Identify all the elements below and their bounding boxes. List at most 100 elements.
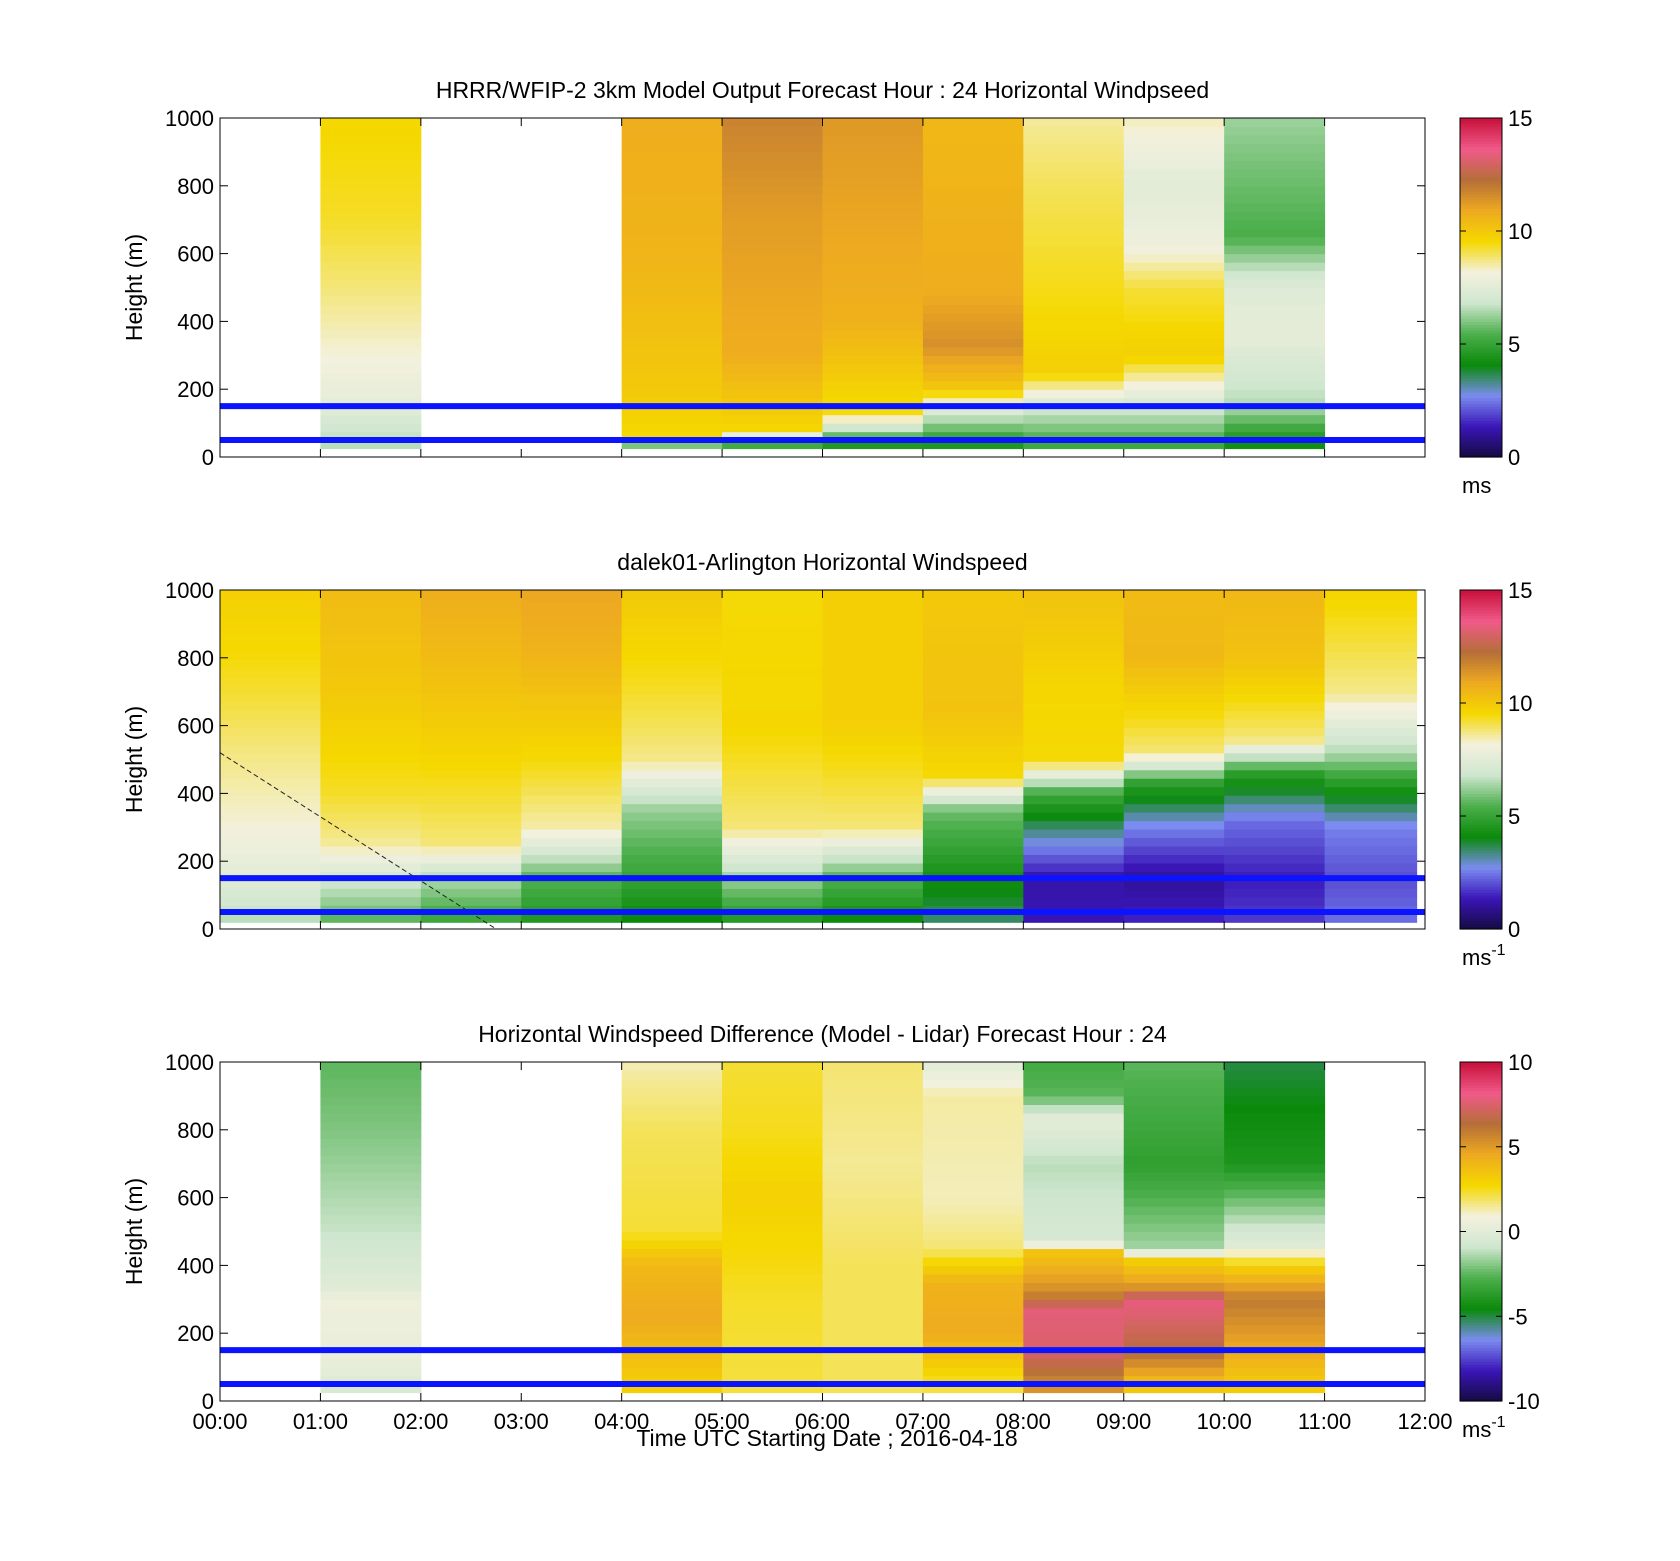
heatmap-cell (822, 1189, 924, 1199)
colorbar-cell (1460, 1220, 1502, 1224)
heatmap-cell (822, 134, 924, 145)
heatmap-cell (521, 862, 623, 872)
heatmap-cell (822, 634, 924, 644)
colorbar-cell (1460, 604, 1502, 608)
heatmap-cell (1224, 1197, 1326, 1207)
heatmap-cell (722, 1248, 823, 1258)
heatmap-cell (722, 913, 823, 923)
heatmap-cell (621, 262, 723, 272)
heatmap-column (621, 1062, 723, 1394)
heatmap-cell (722, 262, 823, 272)
heatmap-cell (722, 752, 823, 762)
heatmap-cell (1224, 1384, 1326, 1394)
heatmap-cell (420, 591, 522, 601)
heatmap-cell (1123, 710, 1225, 720)
heatmap-cell (822, 423, 924, 433)
heatmap-cell (320, 761, 422, 771)
heatmap-cell (722, 202, 823, 212)
heatmap-cell (220, 659, 321, 669)
colorbar-cell (1460, 590, 1502, 594)
heatmap-cell (320, 151, 422, 161)
heatmap-cell (922, 1367, 1024, 1377)
heatmap-cell (922, 1129, 1024, 1139)
heatmap-cell (722, 667, 823, 678)
heatmap-cell (1224, 803, 1326, 813)
heatmap-cell (922, 625, 1024, 635)
heatmap-cell (1123, 1138, 1225, 1148)
heatmap-cell (1224, 423, 1326, 433)
colorbar-cell (1460, 188, 1502, 193)
heatmap-cell (922, 600, 1024, 610)
heatmap-cell (922, 194, 1024, 204)
heatmap-cell (1224, 262, 1326, 272)
heatmap-cell (420, 761, 522, 771)
heatmap-cell (922, 1350, 1024, 1360)
colorbar-cell (1460, 745, 1502, 749)
heatmap-cell (1224, 617, 1326, 627)
heatmap-cell (1023, 727, 1125, 737)
heatmap-cell (320, 245, 422, 255)
heatmap-cell (1324, 761, 1418, 771)
heatmap-cell (722, 634, 823, 644)
heatmap-cell (722, 845, 823, 856)
colorbar-cell (1460, 1319, 1502, 1323)
heatmap-cell (922, 1172, 1024, 1182)
heatmap-cell (1324, 676, 1418, 686)
heatmap-cell (1224, 1316, 1326, 1326)
colorbar-cell (1460, 889, 1502, 893)
colorbar-cell (1460, 1355, 1502, 1360)
heatmap-cell (922, 1290, 1024, 1300)
heatmap-column (621, 590, 723, 923)
colorbar-cell (1460, 1288, 1502, 1292)
colorbar-cell (1460, 1381, 1502, 1385)
heatmap-column (1123, 590, 1225, 923)
heatmap-cell (420, 617, 522, 627)
heatmap-cell (822, 659, 924, 669)
colorbar-tick-label: 5 (1508, 1135, 1520, 1160)
heatmap-cell (1224, 1282, 1326, 1292)
heatmap-cell (722, 1299, 823, 1309)
heatmap-cell (1224, 608, 1326, 618)
heatmap-cell (722, 245, 823, 255)
colorbar-cell (1460, 609, 1502, 614)
colorbar-cell (1460, 1384, 1502, 1388)
colorbar-cell (1460, 293, 1502, 297)
heatmap-cell (320, 1248, 422, 1258)
heatmap-cell (320, 600, 422, 610)
heatmap-cell (1224, 1299, 1326, 1309)
heatmap-cell (1224, 769, 1326, 779)
heatmap-cell (822, 338, 924, 348)
colorbar-cell (1460, 1358, 1502, 1363)
heatmap-cell (822, 651, 924, 661)
colorbar-cell (1460, 1395, 1502, 1399)
colorbar-cell (1460, 1183, 1502, 1187)
heatmap-cell (1123, 1307, 1225, 1317)
heatmap-cell (1324, 862, 1418, 872)
colorbar-cell (1460, 917, 1502, 922)
heatmap-cell (320, 143, 422, 153)
heatmap-cell (722, 795, 823, 805)
heatmap-cell (320, 329, 422, 339)
colorbar-cell (1460, 344, 1502, 348)
heatmap-cell (722, 1290, 823, 1300)
heatmap-cell (1123, 1146, 1225, 1156)
heatmap-cell (320, 693, 422, 703)
heatmap-cell (621, 1095, 723, 1105)
heatmap-cell (1123, 118, 1225, 128)
heatmap-cell (822, 118, 924, 128)
heatmap-cell (1224, 1180, 1326, 1190)
heatmap-cell (320, 355, 422, 365)
heatmap-cell (320, 1121, 422, 1131)
colorbar-cell (1460, 377, 1502, 382)
heatmap-cell (1224, 879, 1326, 889)
heatmap-cell (621, 1231, 723, 1241)
heatmap-cell (320, 1231, 422, 1241)
heatmap-cell (822, 795, 924, 805)
heatmap-cell (1123, 389, 1225, 399)
heatmap-cell (1324, 854, 1418, 864)
heatmap-cell (1123, 634, 1225, 644)
heatmap-cell (922, 727, 1024, 737)
heatmap-cell (420, 676, 522, 686)
heatmap-cell (822, 1282, 924, 1292)
heatmap-cell (1123, 355, 1225, 365)
